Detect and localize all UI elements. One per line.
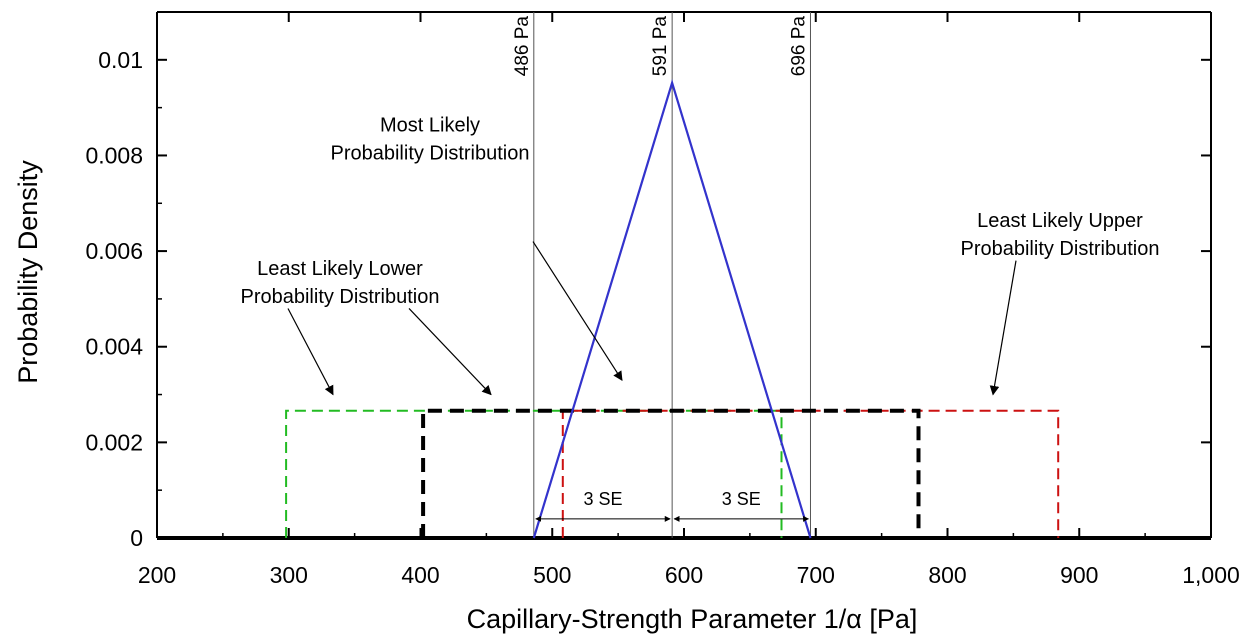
x-tick-label: 900 [1060,562,1098,588]
y-tick-label: 0.01 [98,47,143,73]
annotation-text: Least Likely Upper [977,210,1143,232]
x-tick-label: 300 [270,562,308,588]
annotation-text: Probability Distribution [241,286,440,308]
series-line [421,408,921,538]
data-series [285,79,1060,539]
series-line [285,409,783,538]
reference-lines: 486 Pa 591 Pa 696 Pa [512,12,811,538]
annotation-arrow [532,241,623,382]
annotation-arrow [408,308,492,396]
y-tick-label: 0 [130,525,143,551]
x-tick-label: 1,000 [1182,562,1240,588]
annotations: Most Likely Probability Distribution Least… [241,115,1160,396]
y-tick-label: 0.008 [85,142,143,168]
x-tick-label: 200 [138,562,176,588]
annotation-text: Probability Distribution [331,143,530,165]
annotation-arrow [989,260,1017,396]
y-axis-label: Probability Density [13,160,43,384]
annotation-text: Probability Distribution [961,238,1160,260]
se-arrows: 3 SE 3 SE [535,489,810,522]
series-line [532,79,812,539]
y-tick-label: 0.002 [85,429,143,455]
x-tick-label: 400 [401,562,439,588]
annotation-arrow [287,308,334,396]
reference-line-label: 591 Pa [650,16,671,77]
x-tick-label: 500 [533,562,571,588]
y-axis: 0 0.002 0.004 0.006 0.008 0.01 [85,47,1211,551]
x-axis: 200 300 400 500 600 700 800 900 1,000 [138,12,1240,588]
annotation-text: Most Likely [380,115,480,137]
annotation-text: Least Likely Lower [257,258,423,280]
reference-line-label: 486 Pa [512,16,533,77]
x-axis-label: Capillary-Strength Parameter 1/α [Pa] [467,604,918,634]
se-arrow-label: 3 SE [722,489,761,509]
x-tick-label: 700 [797,562,835,588]
y-tick-label: 0.004 [85,334,143,360]
reference-line-label: 696 Pa [788,16,809,77]
y-tick-label: 0.006 [85,238,143,264]
se-arrow-label: 3 SE [583,489,622,509]
x-tick-label: 800 [928,562,966,588]
x-tick-label: 600 [665,562,703,588]
